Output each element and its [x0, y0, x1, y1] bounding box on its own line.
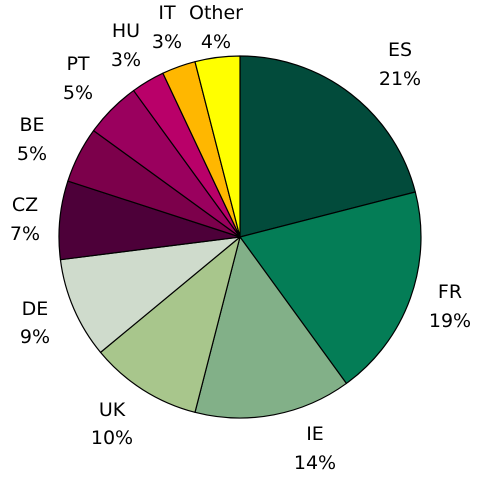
- slice-name-label-pt: PT: [66, 53, 89, 75]
- slice-name-label-es: ES: [388, 39, 412, 61]
- slice-name-label-other: Other: [189, 2, 243, 24]
- slice-name-label-uk: UK: [99, 399, 126, 421]
- slice-percent-label-it: 3%: [152, 31, 182, 53]
- slice-percent-label-pt: 5%: [63, 82, 93, 104]
- slice-percent-label-be: 5%: [17, 143, 47, 165]
- slice-percent-label-ie: 14%: [294, 452, 336, 474]
- slice-name-label-fr: FR: [438, 281, 462, 303]
- pie-slice-uk: [99, 236, 241, 413]
- slice-name-label-be: BE: [19, 114, 44, 136]
- slice-percent-label-cz: 7%: [10, 223, 40, 245]
- slice-percent-label-uk: 10%: [91, 427, 133, 449]
- slice-name-label-hu: HU: [112, 20, 140, 42]
- slice-name-label-ie: IE: [306, 423, 324, 445]
- pie-slice-es: [239, 55, 416, 238]
- slice-percent-label-de: 9%: [20, 326, 50, 348]
- pie-slice-other: [194, 55, 241, 238]
- pie-slice-ie: [194, 236, 347, 419]
- pie-slice-de: [59, 236, 241, 353]
- slice-percent-label-fr: 19%: [429, 310, 471, 332]
- slice-name-label-it: IT: [158, 2, 176, 24]
- pie-labels: ES 21% FR 19% IE 14% UK 10% DE 9% CZ 7% BE 5% PT 5% HU 3%…: [10, 2, 471, 474]
- slice-percent-label-hu: 3%: [111, 49, 141, 71]
- pie-slice-fr: [239, 191, 422, 385]
- slice-name-label-cz: CZ: [12, 194, 38, 216]
- slice-percent-label-es: 21%: [379, 68, 421, 90]
- slice-percent-label-other: 4%: [201, 31, 231, 53]
- slice-name-label-de: DE: [22, 298, 49, 320]
- pie-slices: [58, 55, 422, 419]
